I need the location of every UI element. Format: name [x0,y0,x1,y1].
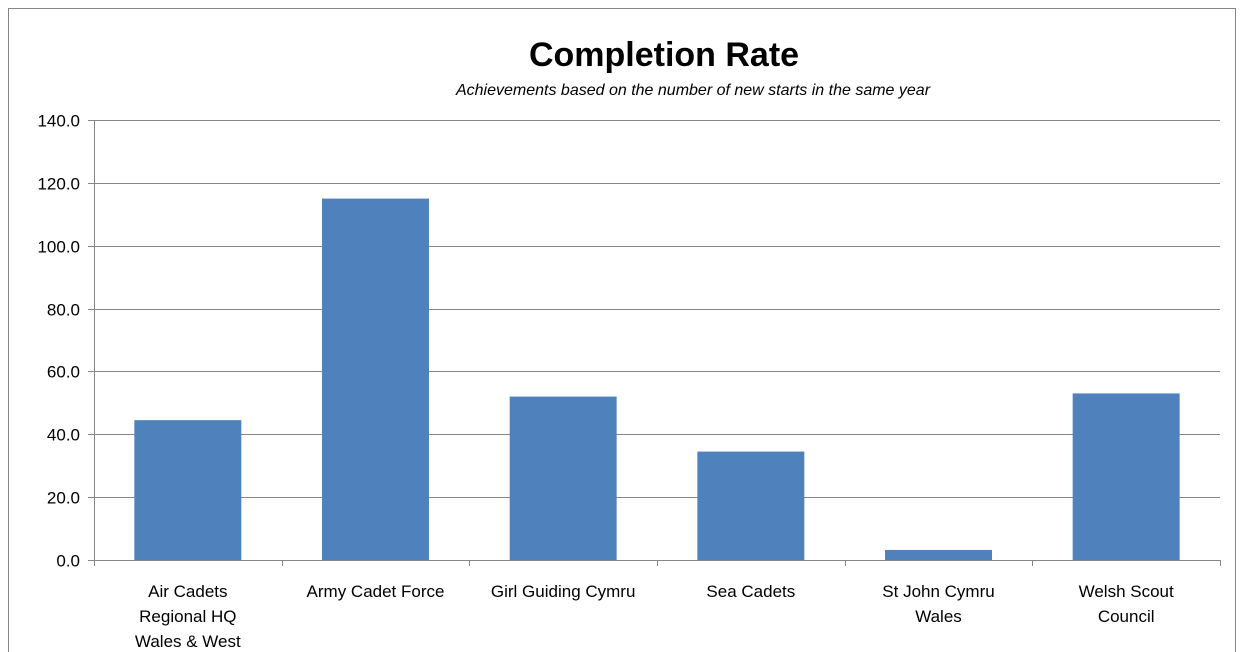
x-category-label-line: Girl Guiding Cymru [491,582,636,601]
bar [1072,393,1180,560]
bar [322,198,429,561]
gridlines [94,120,1220,498]
bars [134,198,1180,561]
x-category-label: Girl Guiding Cymru [491,582,636,601]
x-category-label-line: Sea Cadets [706,582,795,601]
x-category-label-line: Regional HQ [139,607,236,626]
y-tick-label: 0.0 [56,552,80,571]
x-category-labels: Air Cadets Regional HQ Wales & West Army Ca… [135,582,1174,651]
bar [134,420,242,560]
y-tick-label: 60.0 [47,363,80,382]
x-category-label: Welsh Scout Council [1079,582,1174,626]
chart-title: Completion Rate [529,36,799,74]
chart-subtitle: Achievements based on the number of new … [455,82,931,99]
x-category-label: St John Cymru Wales [882,582,994,626]
bar [509,396,617,560]
y-tick-label: 80.0 [47,301,80,320]
y-tick-label: 20.0 [47,489,80,508]
bar [885,549,992,560]
x-category-label-line: Wales [915,607,962,626]
y-tick-label: 40.0 [47,426,80,445]
x-category-label: Sea Cadets [706,582,795,601]
x-category-label-line: Army Cadet Force [307,582,445,601]
y-tick-label: 140.0 [37,112,80,131]
y-tick-label: 100.0 [37,238,80,257]
x-category-label-line: Council [1098,607,1155,626]
y-tick-labels: 0.0 20.0 40.0 60.0 80.0 100.0 120.0 140.0 [37,112,80,571]
x-category-label: Army Cadet Force [307,582,445,601]
x-category-label-line: Welsh Scout [1079,582,1174,601]
axes [88,120,1221,566]
x-category-label-line: St John Cymru [882,582,994,601]
x-category-label-line: Air Cadets [148,582,227,601]
bar [697,451,805,560]
x-category-label-line: Wales & West [135,632,241,651]
y-tick-label: 120.0 [37,175,80,194]
x-category-label: Air Cadets Regional HQ Wales & West [135,582,241,651]
